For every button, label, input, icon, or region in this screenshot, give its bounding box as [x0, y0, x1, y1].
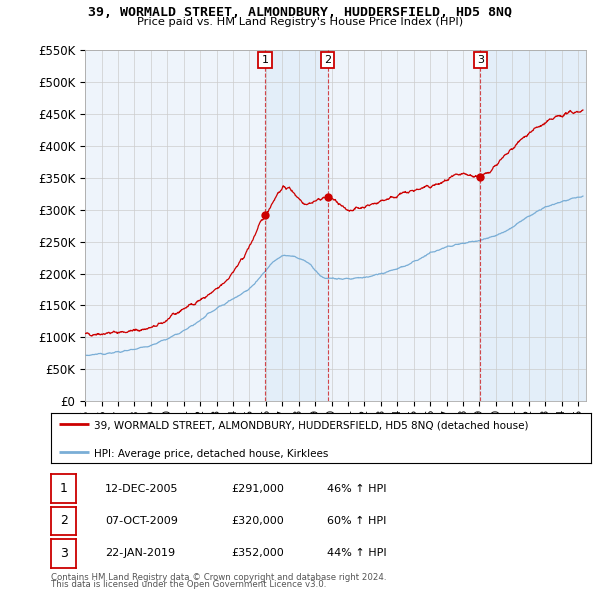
Text: 60% ↑ HPI: 60% ↑ HPI	[327, 516, 386, 526]
Bar	[265, 50, 328, 401]
Text: £320,000: £320,000	[231, 516, 284, 526]
Text: 2: 2	[324, 55, 331, 65]
Text: 44% ↑ HPI: 44% ↑ HPI	[327, 549, 386, 558]
Text: 46% ↑ HPI: 46% ↑ HPI	[327, 484, 386, 493]
Bar	[480, 50, 586, 401]
Text: 1: 1	[59, 482, 68, 495]
Text: £352,000: £352,000	[231, 549, 284, 558]
Text: This data is licensed under the Open Government Licence v3.0.: This data is licensed under the Open Gov…	[51, 579, 326, 589]
Text: HPI: Average price, detached house, Kirklees: HPI: Average price, detached house, Kirk…	[94, 448, 329, 458]
Text: 39, WORMALD STREET, ALMONDBURY, HUDDERSFIELD, HD5 8NQ (detached house): 39, WORMALD STREET, ALMONDBURY, HUDDERSF…	[94, 421, 529, 431]
Text: 12-DEC-2005: 12-DEC-2005	[105, 484, 179, 493]
Text: 22-JAN-2019: 22-JAN-2019	[105, 549, 175, 558]
Text: Price paid vs. HM Land Registry's House Price Index (HPI): Price paid vs. HM Land Registry's House …	[137, 17, 463, 27]
Text: 2: 2	[59, 514, 68, 527]
Text: 1: 1	[262, 55, 269, 65]
Text: 39, WORMALD STREET, ALMONDBURY, HUDDERSFIELD, HD5 8NQ: 39, WORMALD STREET, ALMONDBURY, HUDDERSF…	[88, 6, 512, 19]
Text: 07-OCT-2009: 07-OCT-2009	[105, 516, 178, 526]
Text: £291,000: £291,000	[231, 484, 284, 493]
Text: Contains HM Land Registry data © Crown copyright and database right 2024.: Contains HM Land Registry data © Crown c…	[51, 572, 386, 582]
Text: 3: 3	[59, 547, 68, 560]
Text: 3: 3	[477, 55, 484, 65]
